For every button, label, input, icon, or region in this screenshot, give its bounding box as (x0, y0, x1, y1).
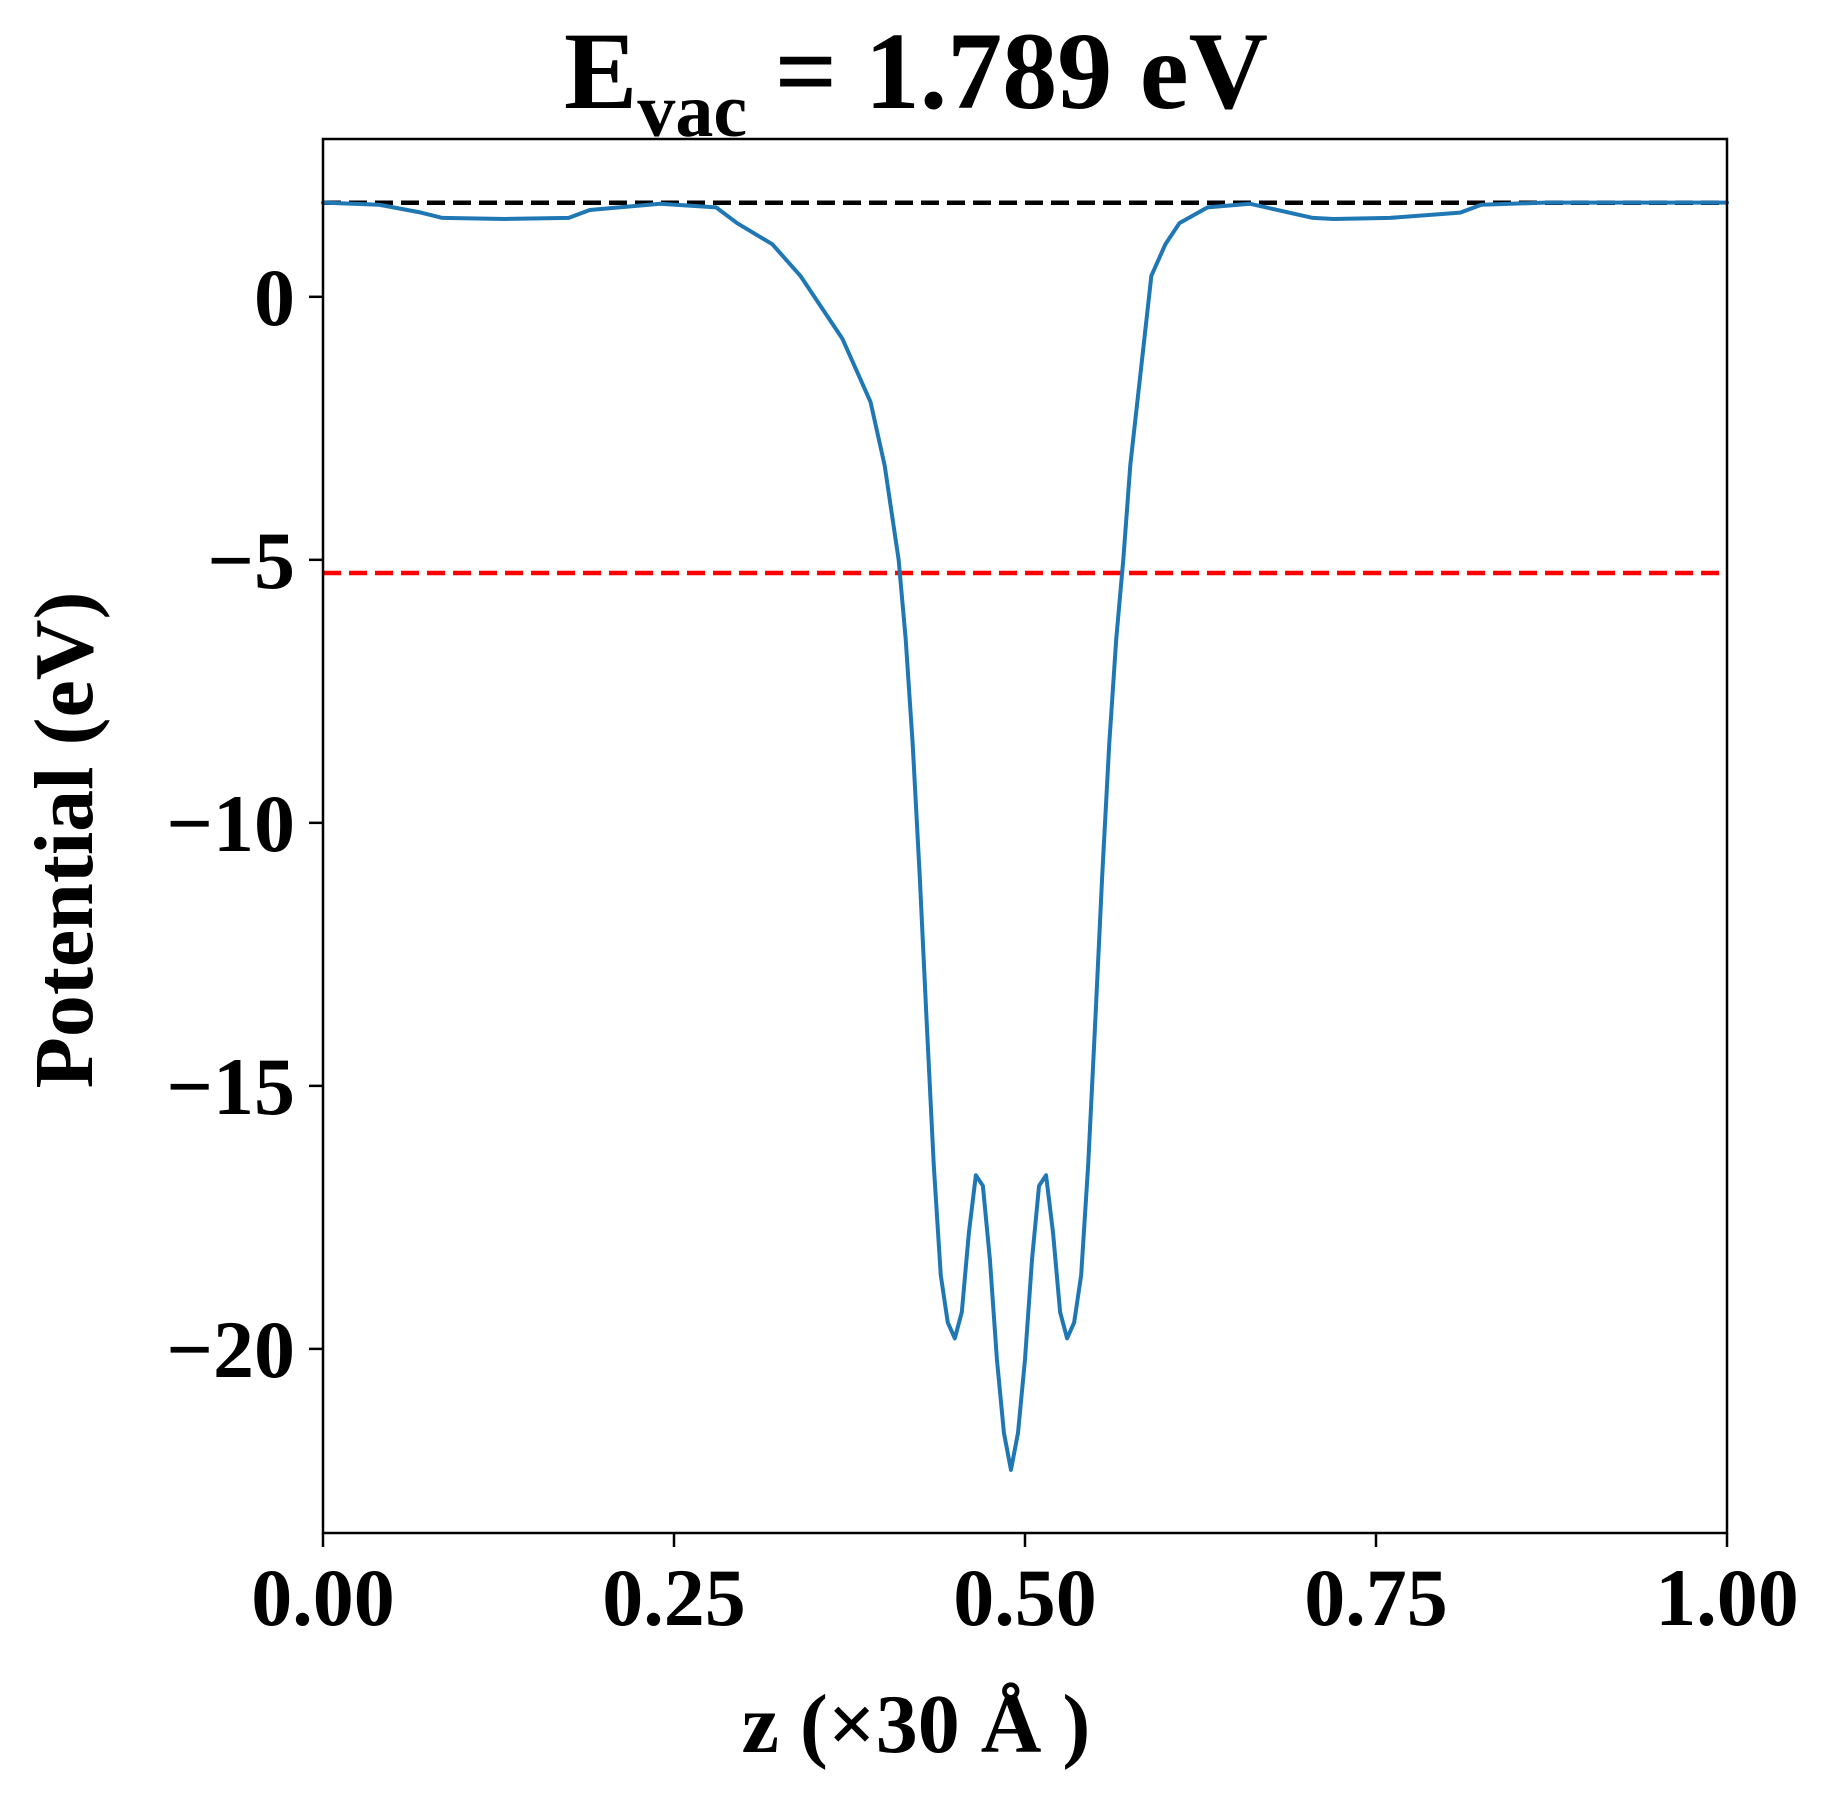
x-tick-label-0: 0.00 (251, 1552, 395, 1643)
series-line-0 (321, 200, 1729, 1472)
plot-frame (321, 137, 1729, 1535)
y-tick-label-2: −10 (166, 778, 295, 869)
x-axis-ticks: 0.00 0.25 0.50 0.75 1.00 (251, 1533, 1799, 1643)
x-tick-label-4: 1.00 (1655, 1552, 1799, 1643)
series-layer (321, 200, 1729, 1472)
x-tick-label-3: 0.75 (1304, 1552, 1448, 1643)
title-subscript: vac (637, 69, 747, 153)
chart-title: Evac = 1.789 eV (564, 10, 1268, 153)
y-tick-label-1: −5 (207, 515, 295, 606)
title-rest: = 1.789 eV (747, 10, 1268, 132)
title-main: E (564, 10, 637, 132)
x-axis-label: z (×30 Å ) (742, 1678, 1091, 1771)
x-tick-label-2: 0.50 (953, 1552, 1097, 1643)
y-tick-label-0: 0 (254, 252, 295, 343)
x-tick-label-1: 0.25 (602, 1552, 746, 1643)
y-axis-label: Potential (eV) (18, 592, 111, 1089)
y-tick-label-3: −15 (166, 1041, 295, 1132)
reference-lines (323, 200, 1727, 576)
y-tick-label-4: −20 (166, 1304, 295, 1395)
y-axis-ticks: 0 −5 −10 −15 −20 (166, 252, 323, 1395)
